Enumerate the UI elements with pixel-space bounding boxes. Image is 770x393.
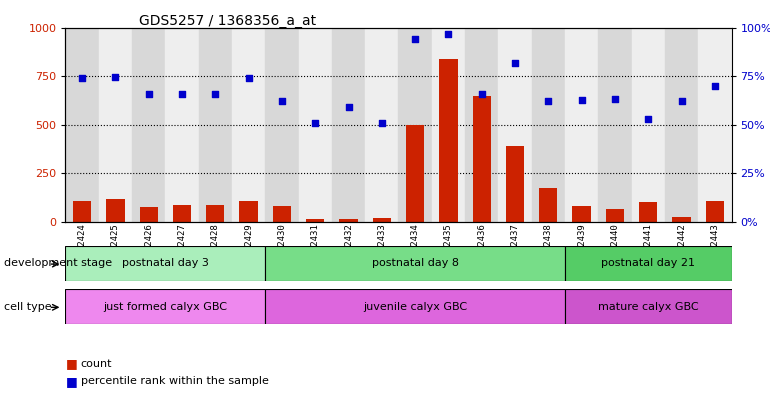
Bar [598,28,631,222]
Bar [698,28,731,222]
Bar [373,218,391,222]
Point [142,90,155,97]
Bar [239,201,258,222]
Bar [172,204,191,222]
Bar [106,199,125,222]
Point [243,75,255,81]
Bar [498,28,531,222]
FancyBboxPatch shape [265,289,565,324]
FancyBboxPatch shape [565,289,731,324]
Point [76,75,89,81]
FancyBboxPatch shape [565,246,731,281]
Text: juvenile calyx GBC: juvenile calyx GBC [363,301,467,312]
Bar [206,204,225,222]
Point [642,116,654,122]
Text: count: count [81,358,112,369]
Bar [99,28,132,222]
Bar [672,217,691,222]
Point [509,59,521,66]
Bar [465,28,498,222]
Point [276,98,288,105]
Text: development stage: development stage [4,258,112,268]
Bar [665,28,698,222]
Point [409,36,421,42]
Bar [532,28,565,222]
Bar [332,28,365,222]
Point [176,90,188,97]
Bar [306,219,324,222]
Bar [432,28,465,222]
FancyBboxPatch shape [65,246,265,281]
Text: mature calyx GBC: mature calyx GBC [598,301,698,312]
Bar [340,219,358,222]
Bar [65,28,99,222]
Point [542,98,554,105]
Text: cell type: cell type [4,301,52,312]
Bar [299,28,332,222]
Bar [572,206,591,222]
Bar [132,28,166,222]
Bar [199,28,232,222]
Point [476,90,488,97]
Point [442,31,454,37]
Bar [73,201,92,222]
Point [309,120,321,126]
Bar [639,202,658,222]
Bar [406,125,424,222]
Bar [565,28,598,222]
Bar [399,28,432,222]
Bar [365,28,399,222]
Text: postnatal day 3: postnatal day 3 [122,258,209,268]
Text: ■: ■ [65,357,77,370]
Bar [166,28,199,222]
Point [675,98,688,105]
Bar [539,188,557,222]
Text: just formed calyx GBC: just formed calyx GBC [103,301,227,312]
Bar [439,59,457,222]
FancyBboxPatch shape [265,246,565,281]
Bar [705,201,724,222]
Point [343,104,355,110]
Text: ■: ■ [65,375,77,388]
Text: postnatal day 8: postnatal day 8 [372,258,459,268]
Point [209,90,222,97]
Point [708,83,721,89]
Bar [273,206,291,222]
Text: percentile rank within the sample: percentile rank within the sample [81,376,269,386]
Bar [606,209,624,222]
Point [609,95,621,102]
Bar [232,28,265,222]
Point [575,97,588,104]
Point [376,120,388,126]
Bar [265,28,299,222]
Bar [139,208,158,222]
Bar [506,146,524,222]
Text: GDS5257 / 1368356_a_at: GDS5257 / 1368356_a_at [139,14,316,28]
Text: postnatal day 21: postnatal day 21 [601,258,695,268]
Bar [473,95,491,222]
Bar [631,28,665,222]
Point [109,74,122,80]
FancyBboxPatch shape [65,289,265,324]
